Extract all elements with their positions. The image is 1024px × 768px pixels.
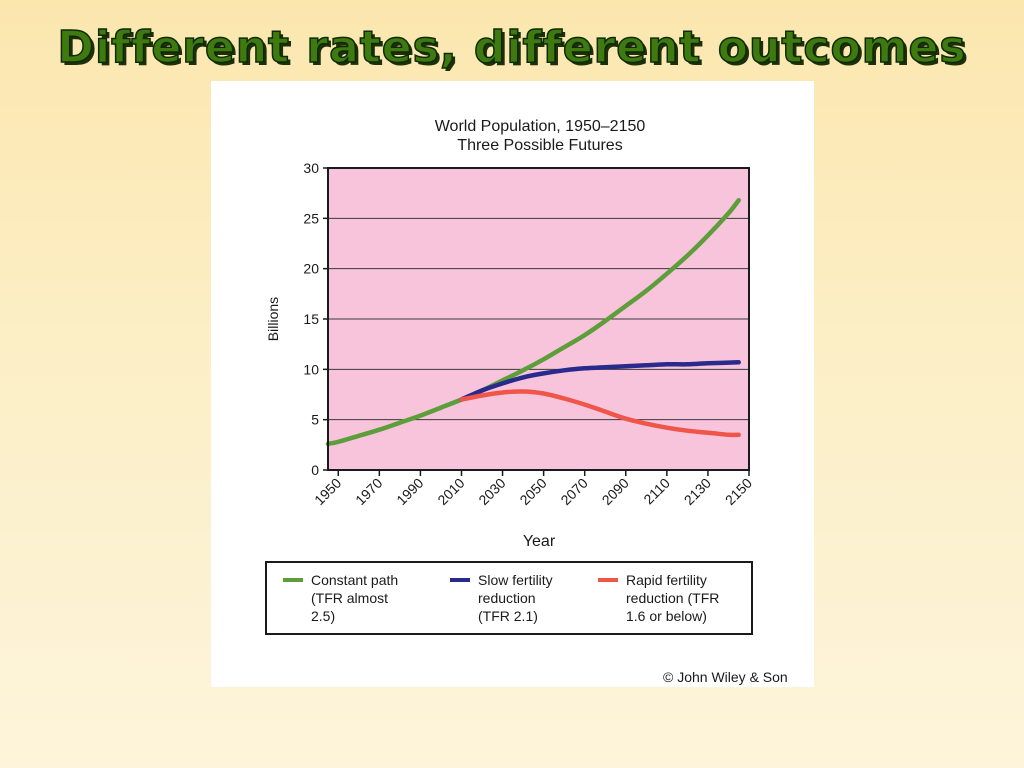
y-tick-label: 15 [303, 311, 319, 327]
series-line-0 [325, 197, 741, 447]
legend-text: reduction [478, 590, 536, 606]
legend-swatch-constant [283, 578, 303, 582]
copyright-credit: © John Wiley & Son [663, 669, 788, 685]
legend-text: 1.6 or below) [626, 608, 707, 624]
x-tick-label: 1950 [311, 475, 344, 508]
y-tick-label: 0 [311, 462, 319, 478]
x-tick-label: 2030 [475, 475, 508, 508]
chart-legend: Constant path (TFR almost 2.5) Slow fert… [265, 561, 753, 635]
legend-text: Constant path [311, 572, 399, 588]
y-tick-label: 20 [303, 261, 319, 277]
x-tick-label: 2150 [722, 475, 755, 508]
series-line-2 [459, 389, 741, 438]
y-tick-label: 30 [303, 160, 319, 176]
series-lines [325, 197, 741, 447]
y-tick-label: 5 [311, 412, 319, 428]
legend-text: reduction (TFR [626, 590, 720, 606]
line-chart: World Population, 1950–2150 Three Possib… [265, 118, 755, 550]
legend-text: Slow fertility [478, 572, 553, 588]
x-tick-label: 1970 [352, 475, 385, 508]
legend-text: Rapid fertility [626, 572, 707, 588]
x-tick-label: 2050 [516, 475, 549, 508]
y-tick-label: 25 [303, 210, 319, 226]
chart-figure: World Population, 1950–2150 Three Possib… [211, 81, 814, 687]
legend-swatch-slow [450, 578, 470, 582]
x-tick-label: 2130 [681, 475, 714, 508]
series-line-1 [459, 360, 741, 402]
x-tick-label: 2090 [599, 475, 632, 508]
y-axis-label: Billions [265, 297, 281, 341]
x-axis-label: Year [523, 533, 556, 550]
legend-text: 2.5) [311, 608, 336, 624]
x-tick-label: 2070 [557, 475, 590, 508]
slide-title: Different rates, different outcomes [57, 21, 967, 74]
chart-title: World Population, 1950–2150 [435, 118, 646, 135]
x-tick-label: 1990 [393, 475, 426, 508]
legend-swatch-rapid [598, 578, 618, 582]
x-tick-label: 2010 [434, 475, 467, 508]
y-tick-label: 10 [303, 361, 319, 377]
chart-subtitle: Three Possible Futures [457, 137, 622, 154]
legend-text: (TFR 2.1) [478, 608, 538, 624]
gridlines [328, 217, 749, 421]
legend-text: (TFR almost [311, 590, 388, 606]
x-tick-label: 2110 [640, 475, 673, 508]
